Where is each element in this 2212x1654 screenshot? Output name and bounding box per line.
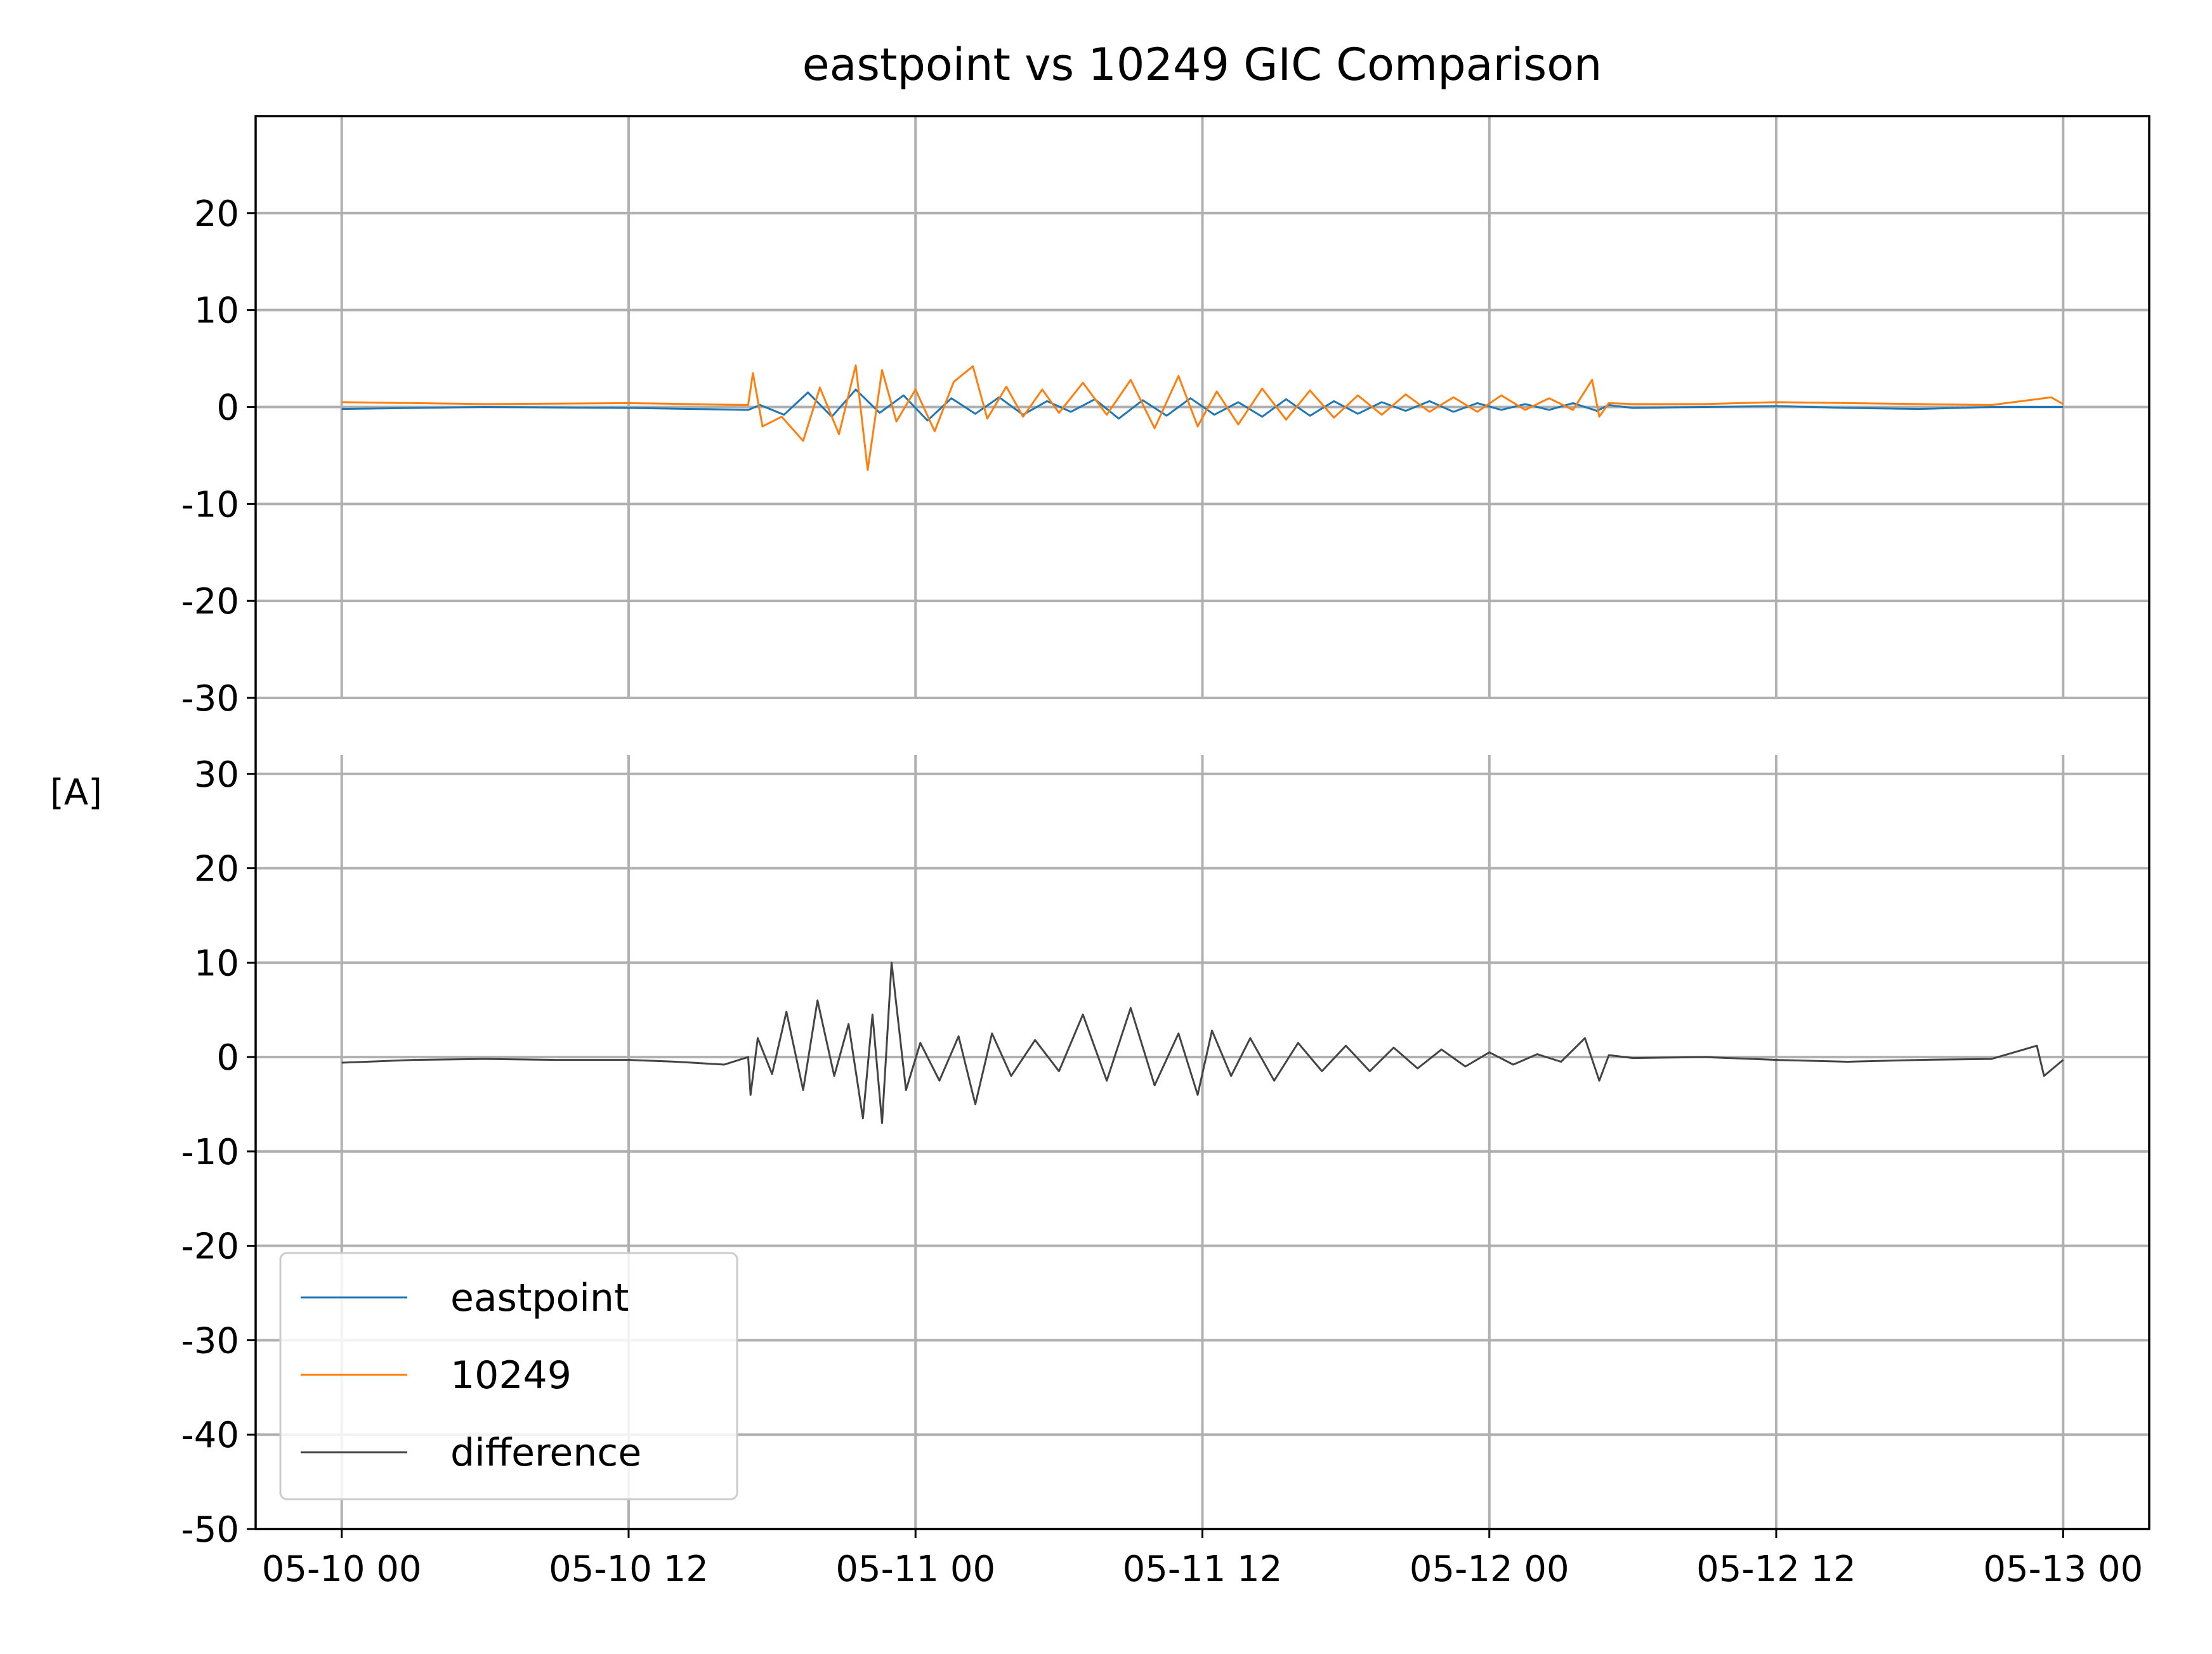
chart-title: eastpoint vs 10249 GIC Comparison (802, 39, 1602, 91)
y-tick-label: -10 (181, 1132, 239, 1173)
y-tick-label: -40 (181, 1415, 239, 1456)
y-tick-label: 0 (216, 1037, 239, 1079)
legend-label-difference: difference (450, 1431, 641, 1475)
y-tick-label: -50 (181, 1509, 239, 1551)
y-tick-label: 20 (194, 849, 239, 890)
series-line-10249 (341, 364, 2064, 471)
x-tick-label: 05-13 00 (1983, 1549, 2143, 1590)
y-tick-label: -30 (181, 1320, 239, 1362)
x-tick-label: 05-11 12 (1123, 1549, 1283, 1590)
series-line-difference (341, 961, 2064, 1124)
x-tick-label: 05-11 00 (835, 1549, 995, 1590)
legend-label-eastpoint: eastpoint (450, 1276, 629, 1320)
y-tick-label: 10 (194, 291, 239, 332)
y-tick-label: 10 (194, 943, 239, 984)
x-tick-label: 05-12 00 (1410, 1549, 1569, 1590)
legend-label-10249: 10249 (450, 1353, 572, 1398)
y-tick-label: 30 (194, 754, 239, 796)
y-tick-label: -30 (181, 678, 239, 719)
y-tick-label: -10 (181, 484, 239, 525)
y-tick-label: 20 (194, 194, 239, 235)
legend-box (279, 1252, 738, 1500)
y-axis-label: [A] (50, 772, 102, 813)
x-tick-label: 05-12 12 (1696, 1549, 1856, 1590)
y-tick-label: 0 (216, 388, 239, 429)
x-tick-label: 05-10 00 (262, 1549, 422, 1590)
y-tick-label: -20 (181, 581, 239, 622)
legend: eastpoint 10249 difference (279, 1252, 738, 1500)
y-tick-label: -20 (181, 1226, 239, 1268)
x-tick-label: 05-10 12 (549, 1549, 709, 1590)
x-axis: 05-10 00 05-10 12 05-11 00 05-11 12 05-12 00… (254, 115, 2150, 1590)
top-panel: -30 -20 -10 0 10 20 (181, 116, 2149, 719)
